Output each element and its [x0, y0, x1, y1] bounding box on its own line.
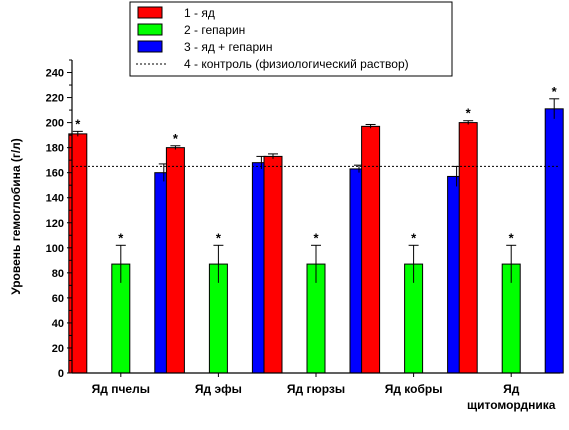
significance-star: * [552, 84, 558, 99]
y-tick-label: 120 [46, 218, 64, 230]
bar [361, 125, 381, 374]
y-tick-label: 220 [46, 93, 64, 105]
significance-star: * [118, 230, 124, 245]
significance-star: * [509, 230, 515, 245]
category-label: Яд [503, 382, 520, 396]
y-axis-title: Уровень гемоглобина (г/л) [9, 138, 23, 295]
significance-star: * [173, 131, 179, 146]
bar [165, 147, 185, 374]
y-tick-label: 100 [46, 243, 64, 255]
legend-swatch [137, 23, 163, 36]
category-label: Яд эфы [195, 382, 242, 396]
y-tick-label: 0 [58, 368, 64, 380]
labels-group: 0 20 40 60 80 100 120 140 160 180 200 220 240 Уровень… [9, 68, 558, 412]
bar [263, 155, 283, 374]
legend-box [129, 1, 453, 77]
legend-label: 3 - яд + гепарин [184, 40, 272, 54]
legend-label: 2 - гепарин [184, 23, 245, 37]
legend-swatch [137, 6, 163, 19]
legend-swatch [137, 40, 163, 53]
bar [458, 122, 478, 374]
y-tick-label: 160 [46, 168, 64, 180]
y-tick-label: 20 [52, 343, 64, 355]
significance-star: * [313, 230, 319, 245]
category-label: Яд пчелы [92, 382, 150, 396]
significance-star: * [466, 106, 472, 121]
y-tick-label: 240 [46, 68, 64, 80]
legend-label: 1 - яд [184, 6, 215, 20]
legend: 1 - яд 2 - гепарин 3 - яд + гепарин 4 - кон… [129, 1, 453, 77]
category-label: щитомордника [467, 398, 556, 412]
y-tick-label: 140 [46, 193, 64, 205]
y-tick-label: 60 [52, 293, 64, 305]
category-label: Яд кобры [385, 382, 443, 396]
significance-star: * [75, 116, 81, 131]
y-tick-label: 80 [52, 268, 64, 280]
y-tick-label: 40 [52, 318, 64, 330]
axes-group [67, 59, 560, 377]
y-tick-label: 200 [46, 118, 64, 130]
legend-label: 4 - контроль (физиологический раствор) [184, 57, 409, 71]
category-label: Яд гюрзы [287, 382, 345, 396]
bar [544, 108, 564, 374]
y-tick-label: 180 [46, 143, 64, 155]
significance-star: * [216, 230, 222, 245]
significance-star: * [411, 230, 417, 245]
